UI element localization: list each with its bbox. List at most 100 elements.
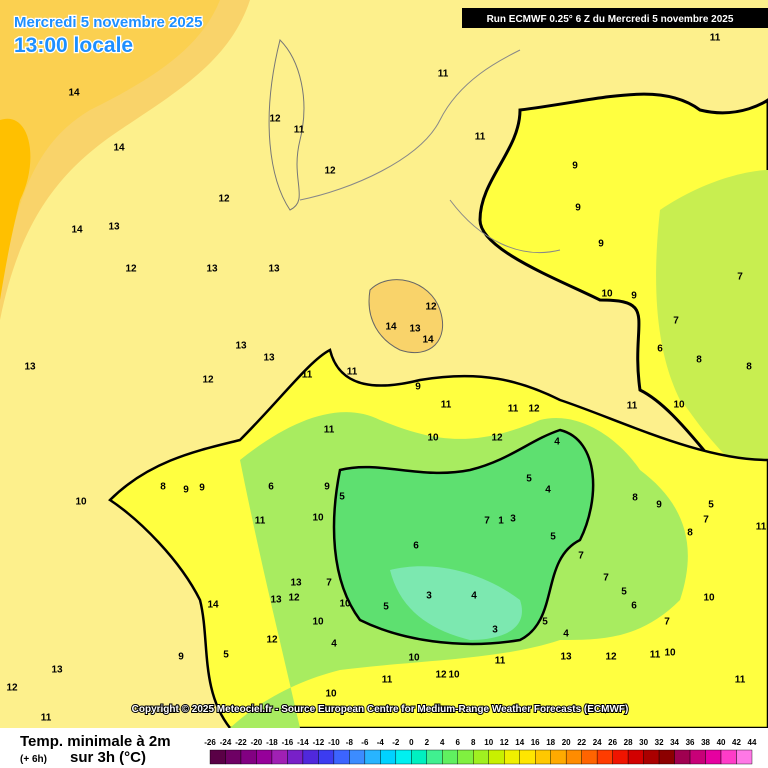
scale-label: -24 (220, 738, 232, 747)
contour-label: 5 (526, 474, 532, 485)
contour-label: 11 (735, 675, 746, 686)
contour-label: 7 (484, 516, 490, 527)
color-bin (302, 749, 319, 765)
contour-label: 12 (425, 302, 437, 313)
zone-3 (390, 566, 522, 640)
run-box (462, 8, 768, 28)
contour-label: 11 (438, 69, 449, 80)
color-bin (349, 749, 366, 765)
contour-label: 14 (385, 322, 397, 333)
contour-label: 13 (51, 665, 63, 676)
contour-label: 14 (207, 600, 219, 611)
contour-label: 11 (382, 675, 393, 686)
contour-label: 9 (324, 482, 330, 493)
color-bin (240, 749, 257, 765)
copyright: Copyright © 2025 Meteociel.fr - Source E… (132, 704, 629, 715)
contour-label: 9 (183, 485, 189, 496)
run-info: Run ECMWF 0.25° 6 Z du Mercredi 5 novemb… (487, 14, 734, 25)
contour-label: 10 (703, 593, 715, 604)
contour-label: 13 (409, 324, 421, 335)
contour-label: 5 (383, 602, 389, 613)
color-bin (333, 749, 350, 765)
contour-label: 7 (664, 617, 670, 628)
contour-label: 12 (218, 194, 230, 205)
contour-label: 11 (302, 370, 313, 381)
contour-label: 7 (673, 316, 679, 327)
contour-label: 8 (687, 528, 693, 539)
color-bin (550, 749, 567, 765)
contour-label: 13 (206, 264, 218, 275)
color-bin (318, 749, 335, 765)
contour-label: 11 (255, 516, 266, 527)
color-bin (612, 749, 629, 765)
color-bin (535, 749, 551, 765)
scale-label: 10 (484, 738, 493, 747)
color-bin (364, 749, 381, 765)
contour-label: 7 (737, 272, 743, 283)
contour-label: 14 (113, 143, 125, 154)
contour-label: 11 (650, 650, 661, 661)
contour-label: 10 (312, 513, 324, 524)
scale-label: -20 (251, 738, 263, 747)
contour-label: 9 (631, 291, 637, 302)
scale-label: 44 (748, 738, 757, 747)
scale-label: 42 (732, 738, 741, 747)
contour-label: 10 (601, 289, 613, 300)
color-bin (395, 749, 412, 765)
contour-label: 7 (578, 551, 584, 562)
coastline (268, 39, 305, 211)
contour-label: 11 (495, 656, 506, 667)
color-bin (380, 749, 397, 765)
color-bin (720, 749, 737, 765)
color-bin (225, 749, 242, 765)
contour-label: 12 (435, 670, 447, 681)
contour-label: 12 (125, 264, 137, 275)
color-bin (473, 749, 489, 765)
color-bin (736, 749, 753, 765)
zone-13-island (368, 279, 444, 354)
contour-label: 3 (426, 591, 432, 602)
contour-label: 14 (68, 88, 80, 99)
scale-label: -6 (361, 738, 369, 747)
scale-label: -18 (266, 738, 278, 747)
color-bin (442, 749, 458, 765)
color-bin (488, 749, 505, 765)
contour-label: 6 (268, 482, 274, 493)
scale-label: 22 (577, 738, 586, 747)
color-bin (674, 749, 691, 765)
contour-label: 11 (441, 400, 452, 411)
contour-label: 10 (427, 433, 439, 444)
contour-label: 13 (270, 595, 282, 606)
contour-label: 9 (572, 161, 578, 172)
contour-label: 4 (563, 629, 569, 640)
scale-label: -8 (346, 738, 354, 747)
contour-label: 9 (178, 652, 184, 663)
scale-label: -12 (313, 738, 325, 747)
contour-label: 4 (331, 639, 337, 650)
scale-label: -2 (392, 738, 400, 747)
contour-label: 13 (235, 341, 247, 352)
contour-label: 6 (631, 601, 637, 612)
contour-label: 1 (498, 516, 504, 527)
contour-label: 12 (202, 375, 214, 386)
contour-label: 5 (621, 587, 627, 598)
contour-label: 12 (288, 593, 300, 604)
scale-label: 28 (624, 738, 633, 747)
contour-label: 10 (673, 400, 685, 411)
color-bin (627, 749, 644, 765)
scale-label: 34 (670, 738, 679, 747)
contour-label: 10 (325, 689, 337, 700)
scale-label: 24 (593, 738, 602, 747)
scale-label: 12 (500, 738, 509, 747)
zone-15 (0, 118, 31, 301)
contour-label: 10 (448, 670, 460, 681)
border (299, 49, 561, 254)
color-bin (287, 749, 304, 765)
scale-label: -10 (328, 738, 340, 747)
color-bin (411, 749, 428, 765)
contour-label: 5 (542, 617, 548, 628)
color-bin (426, 749, 443, 765)
contour-label: 12 (269, 114, 281, 125)
